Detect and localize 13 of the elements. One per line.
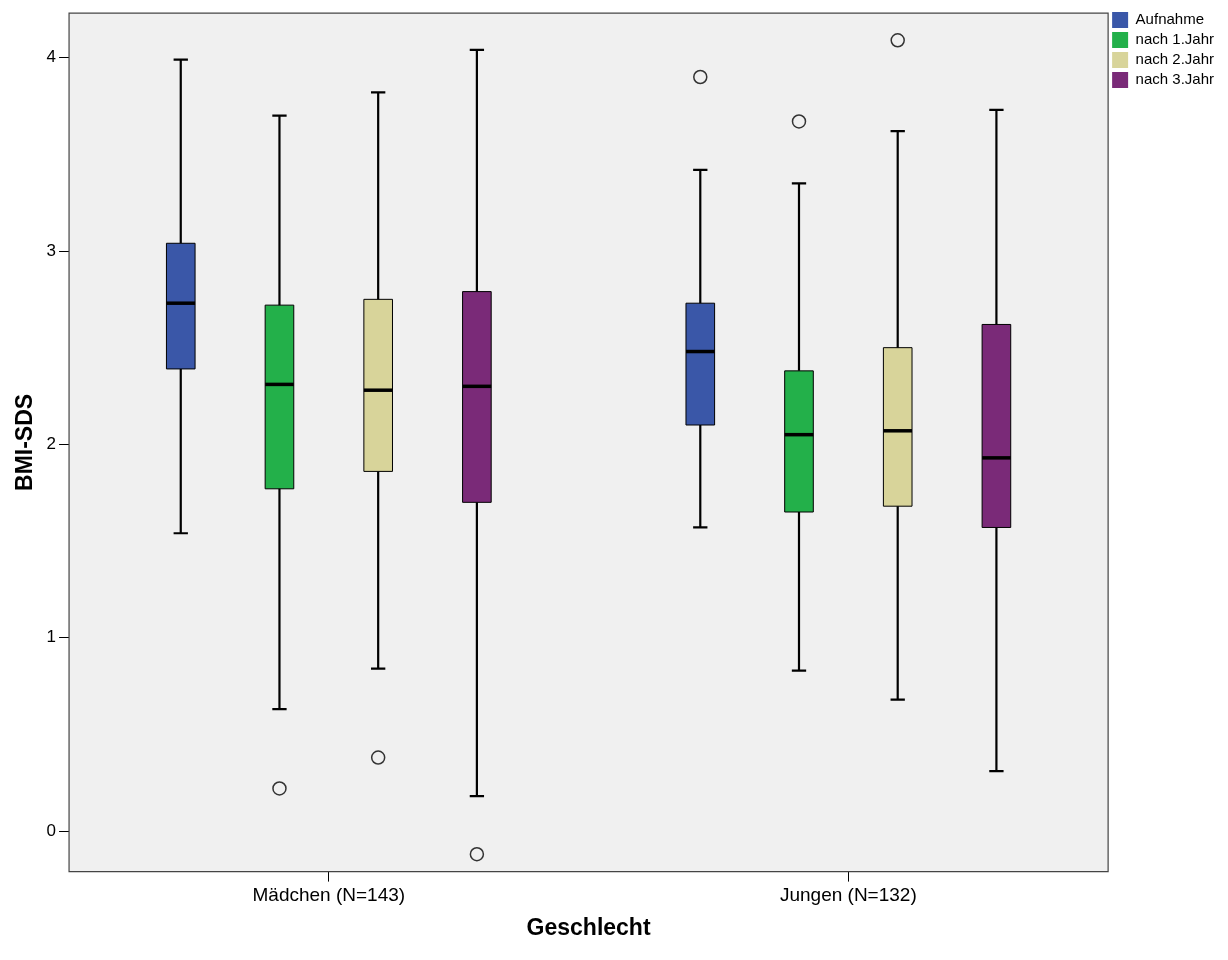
x-tick-label: Mädchen (N=143)	[252, 884, 406, 906]
x-tick-label: Jungen (N=132)	[779, 884, 917, 906]
legend-label: Aufnahme	[1135, 10, 1205, 28]
legend-label: nach 3.Jahr	[1135, 70, 1215, 88]
legend-label: nach 1.Jahr	[1135, 30, 1215, 48]
y-tick-label: 2	[46, 434, 57, 454]
y-tick-label: 3	[46, 240, 57, 260]
x-axis-title: Geschlecht	[526, 913, 651, 940]
y-axis-title: BMI-SDS	[11, 393, 38, 491]
y-tick-label: 1	[46, 627, 57, 647]
legend-label: nach 2.Jahr	[1135, 50, 1215, 68]
y-tick-label: 0	[46, 820, 57, 840]
y-tick-label: 4	[46, 47, 57, 67]
